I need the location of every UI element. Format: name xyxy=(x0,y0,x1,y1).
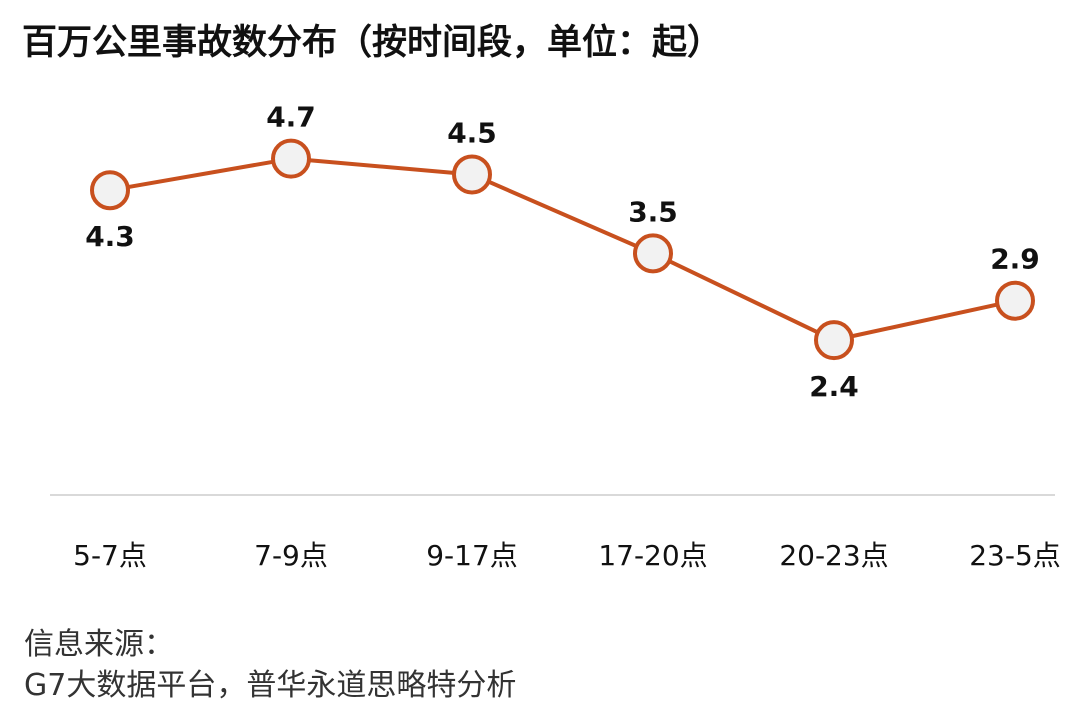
x-tick-label: 5-7点 xyxy=(73,539,147,572)
source-label: 信息来源： xyxy=(24,627,174,662)
data-label: 3.5 xyxy=(628,195,678,228)
x-tick-label: 23-5点 xyxy=(969,539,1061,572)
x-tick-label: 20-23点 xyxy=(779,539,888,572)
data-label: 2.4 xyxy=(809,370,859,403)
x-tick-label: 7-9点 xyxy=(254,539,328,572)
data-label: 4.7 xyxy=(266,101,316,134)
series-line xyxy=(109,156,1016,343)
data-point xyxy=(452,154,492,195)
x-tick-labels: 5-7点 7-9点 9-17点 17-20点 20-23点 23-5点 xyxy=(73,539,1061,572)
source-text: G7大数据平台，普华永道思略特分析 xyxy=(24,668,517,703)
x-tick-label: 17-20点 xyxy=(598,539,707,572)
x-tick-label: 9-17点 xyxy=(426,539,518,572)
data-point xyxy=(633,233,673,274)
data-point xyxy=(995,280,1035,321)
data-label: 4.3 xyxy=(85,220,135,253)
data-point xyxy=(90,170,130,211)
data-label: 4.5 xyxy=(447,116,497,149)
series-layer: 4.3 4.7 4.5 3.5 2.4 2.9 xyxy=(85,101,1040,403)
data-point xyxy=(814,320,854,361)
data-label: 2.9 xyxy=(990,243,1040,276)
data-point xyxy=(271,138,311,179)
chart-title: 百万公里事故数分布（按时间段，单位：起） xyxy=(22,23,723,63)
